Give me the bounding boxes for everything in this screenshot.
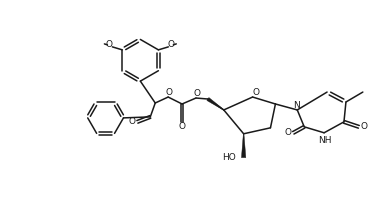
Text: NH: NH — [318, 136, 332, 145]
Text: O: O — [166, 88, 173, 96]
Text: O: O — [178, 122, 186, 131]
Text: O: O — [168, 40, 175, 49]
Text: O: O — [285, 128, 292, 137]
Text: O: O — [252, 88, 259, 96]
Text: O: O — [193, 89, 200, 98]
Polygon shape — [207, 98, 224, 110]
Text: HO: HO — [222, 153, 236, 162]
Polygon shape — [241, 134, 246, 158]
Text: O: O — [106, 40, 113, 49]
Text: O: O — [360, 122, 367, 131]
Text: N: N — [293, 101, 300, 111]
Text: O: O — [129, 117, 136, 126]
